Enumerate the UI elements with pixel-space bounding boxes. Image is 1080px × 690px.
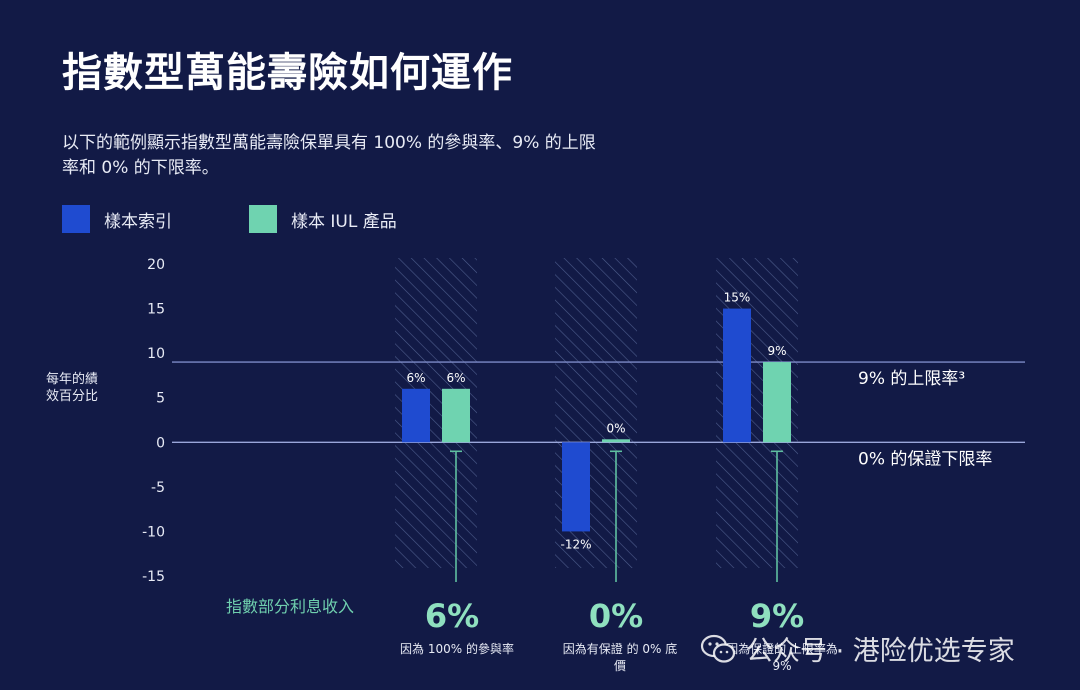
y-tick-label: 15	[147, 302, 165, 318]
reference-line-label: 0% 的保證下限率	[858, 449, 992, 469]
y-tick-label: -10	[142, 524, 165, 540]
wechat-icon	[700, 634, 736, 663]
data-label: 0%	[606, 421, 625, 435]
y-tick-label: 0	[156, 435, 165, 451]
interest-note-3: 因為保證的 上限率為 9%	[726, 642, 838, 673]
legend-label-index: 樣本索引	[104, 211, 172, 232]
legend-item-index: 樣本索引	[62, 205, 172, 233]
interest-value-3: 9%	[749, 597, 805, 635]
bar-index-2	[562, 442, 590, 532]
interest-income-label: 指數部分利息收入	[226, 597, 355, 616]
legend-label-iul: 樣本 IUL 產品	[291, 211, 397, 232]
legend-item-iul: 樣本 IUL 產品	[249, 205, 397, 233]
bar-index-1	[402, 388, 430, 443]
data-label: 9%	[767, 344, 786, 358]
data-label: 15%	[724, 291, 751, 305]
bar-iul-1	[442, 388, 470, 443]
interest-note-2: 因為有保證 的 0% 底價	[562, 642, 678, 673]
page-title: 指數型萬能壽險如何運作	[62, 50, 513, 96]
y-axis-label: 每年的績效百分比	[46, 372, 99, 404]
legend-swatch-iul	[249, 205, 277, 233]
bar-iul-2	[602, 439, 630, 443]
y-tick-label: -15	[142, 569, 165, 585]
interest-value-2: 0%	[588, 597, 644, 635]
y-tick-label: 20	[147, 257, 165, 273]
bar-index-3	[723, 308, 751, 443]
data-label: 6%	[406, 371, 425, 385]
page-subtitle: 以下的範例顯示指數型萬能壽險保單具有 100% 的參與率、9% 的上限率和 0%…	[62, 133, 596, 178]
watermark: 公众号 · 港险优选专家	[700, 629, 1015, 668]
y-tick-label: 5	[156, 391, 165, 407]
y-tick-label: -5	[151, 480, 165, 496]
data-label: 6%	[446, 371, 465, 385]
interest-note-1: 因為 100% 的參與率	[400, 642, 514, 656]
data-label: -12%	[560, 537, 591, 551]
legend-swatch-index	[62, 205, 90, 233]
reference-line-label: 9% 的上限率³	[858, 369, 965, 389]
y-tick-label: 10	[147, 346, 165, 362]
watermark-text: 公众号 · 港险优选专家	[746, 636, 1015, 667]
interest-value-1: 6%	[424, 597, 480, 635]
bar-iul-3	[763, 362, 791, 443]
